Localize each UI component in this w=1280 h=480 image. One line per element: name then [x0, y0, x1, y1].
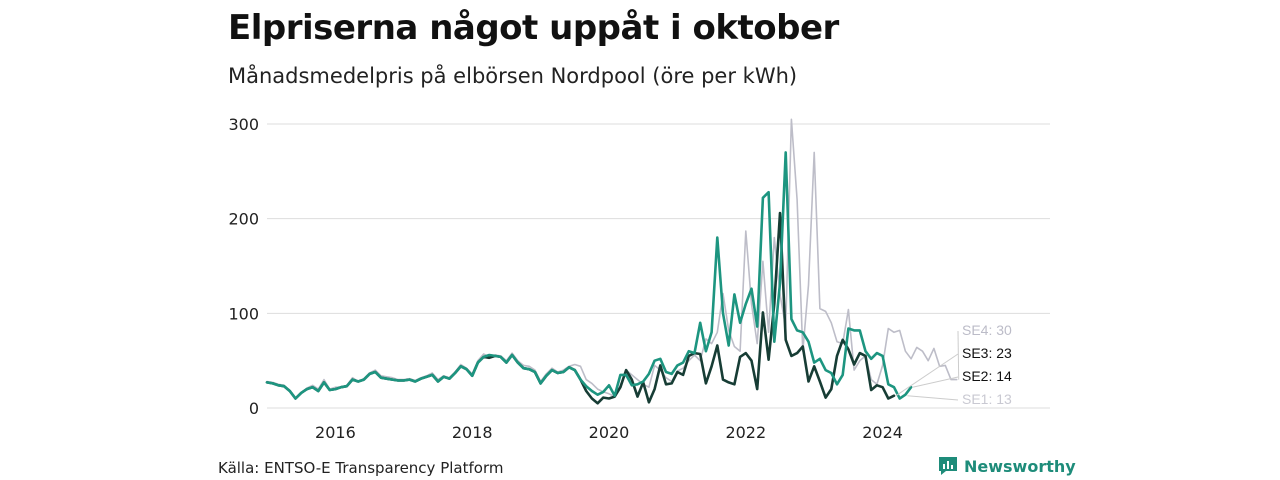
end-label-leader-se3: [895, 353, 959, 397]
end-label-leader-se4: [957, 330, 960, 380]
x-tick-label: 2022: [725, 423, 766, 442]
newsworthy-logo-icon: [939, 457, 957, 475]
chart-subtitle: Månadsmedelpris på elbörsen Nordpool (ör…: [228, 64, 798, 88]
end-label-se4: SE4: 30: [962, 322, 1012, 338]
x-tick-label: 2018: [452, 423, 493, 442]
end-label-se3: SE3: 23: [962, 345, 1012, 361]
end-label-se1: SE1: 13: [962, 391, 1012, 407]
y-tick-label: 300: [228, 115, 259, 134]
end-label-se2: SE2: 14: [962, 368, 1012, 384]
x-tick-label: 2024: [862, 423, 903, 442]
x-tick-label: 2016: [315, 423, 356, 442]
y-tick-label: 0: [249, 399, 259, 418]
series-lines: [265, 118, 958, 405]
chart-title: Elpriserna något uppåt i oktober: [228, 8, 839, 48]
x-tick-label: 2020: [589, 423, 630, 442]
y-tick-label: 100: [228, 304, 259, 323]
grid-lines: [267, 123, 1050, 409]
x-axis: 2016 2018 2020 2022 2024: [315, 423, 903, 442]
brand-name: Newsworthy: [964, 456, 1076, 476]
y-axis: 0 100 200 300: [228, 115, 259, 418]
series-line-se2: [265, 151, 913, 400]
end-labels: SE4: 30 SE3: 23 SE2: 14 SE1: 13: [895, 322, 1012, 407]
end-label-leader-se1: [907, 395, 959, 401]
y-tick-label: 200: [228, 210, 259, 229]
end-label-leader-se2: [912, 376, 959, 388]
series-line-se4: [266, 118, 958, 400]
source-note: Källa: ENTSO-E Transparency Platform: [218, 459, 504, 477]
brand-logo: Newsworthy: [938, 456, 1076, 476]
series-line-se3: [265, 211, 896, 405]
